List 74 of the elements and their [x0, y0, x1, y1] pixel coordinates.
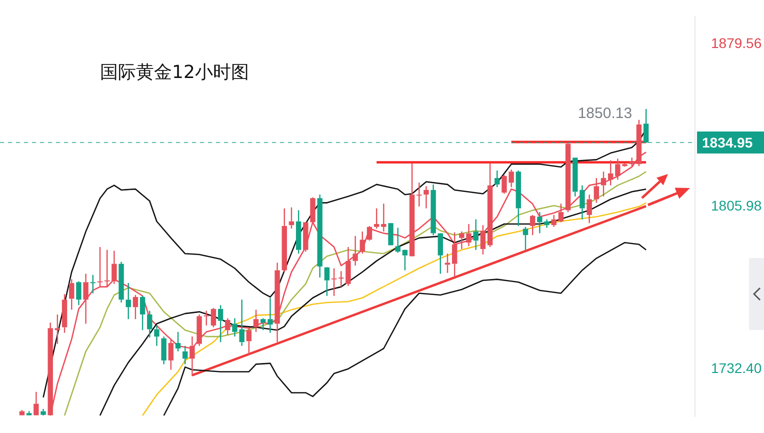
candlestick [168, 338, 174, 370]
candlestick [246, 328, 252, 356]
candlestick [530, 214, 536, 236]
text: 国际黄金12小时图 [100, 61, 249, 84]
candlestick [402, 250, 408, 271]
candlestick [161, 336, 166, 365]
y-tick-label: 1879.56 [711, 34, 762, 51]
candlestick [494, 170, 500, 188]
candlestick [69, 278, 74, 310]
annotation: 1850.13 [578, 105, 632, 122]
candlestick [430, 184, 436, 236]
candlestick [444, 253, 450, 274]
candlestick [288, 206, 294, 230]
candlestick [282, 208, 287, 273]
candlestick [296, 210, 302, 254]
candlestick [274, 262, 280, 343]
candlestick [132, 294, 138, 320]
candlestick [473, 218, 478, 250]
candlestick [112, 250, 117, 285]
y-tick-label: 1732.40 [711, 360, 762, 376]
candlestick [104, 249, 110, 288]
candlestick [487, 162, 493, 248]
candlestick [147, 310, 152, 338]
candlestick [381, 203, 386, 232]
candlestick [303, 222, 308, 252]
candlestick [126, 282, 131, 320]
candlestick [366, 225, 372, 242]
candlestick [331, 268, 337, 296]
candlestick [268, 297, 273, 334]
candlestick [438, 233, 444, 274]
candlestick [218, 304, 224, 343]
candlestick [558, 203, 564, 223]
candlestick [225, 318, 230, 336]
candlestick [374, 208, 380, 230]
candlestick [310, 196, 316, 224]
candlestick [388, 223, 394, 246]
candlestick [210, 307, 216, 328]
candlestick [424, 186, 429, 209]
candlestick [480, 224, 486, 256]
candlestick [76, 280, 82, 306]
candlestick [54, 314, 60, 344]
candlestick [324, 267, 330, 296]
candlestick [522, 226, 528, 250]
candlestick [395, 227, 400, 254]
candlestick [175, 331, 181, 352]
candlestick [204, 310, 209, 326]
ref-line-label: 1834.95 [702, 134, 753, 150]
candlestick [190, 336, 195, 377]
candlestick [600, 171, 606, 197]
candlestick [608, 160, 614, 186]
candlestick [409, 162, 415, 256]
candlestick [154, 324, 160, 346]
candlestick [580, 184, 585, 220]
candlestick [253, 309, 259, 333]
y-tick-label: 1805.98 [711, 197, 762, 214]
candlestick [140, 295, 146, 331]
candlestick [452, 232, 458, 278]
candlestick [83, 273, 88, 324]
candlestick [118, 261, 124, 304]
candlestick [516, 170, 522, 227]
candlestick [416, 182, 422, 208]
candlestick [182, 345, 188, 365]
candlestick [594, 177, 600, 204]
candlestick [196, 314, 202, 346]
candlestick [62, 294, 68, 334]
candlestick [90, 274, 96, 294]
candlestick [586, 194, 592, 224]
candlestick [338, 270, 344, 288]
candlestick [360, 230, 365, 254]
candlestick [352, 235, 358, 266]
candlestick [317, 194, 322, 278]
candlestick [97, 246, 103, 288]
candlestick [34, 391, 39, 416]
candlestick [346, 246, 351, 287]
